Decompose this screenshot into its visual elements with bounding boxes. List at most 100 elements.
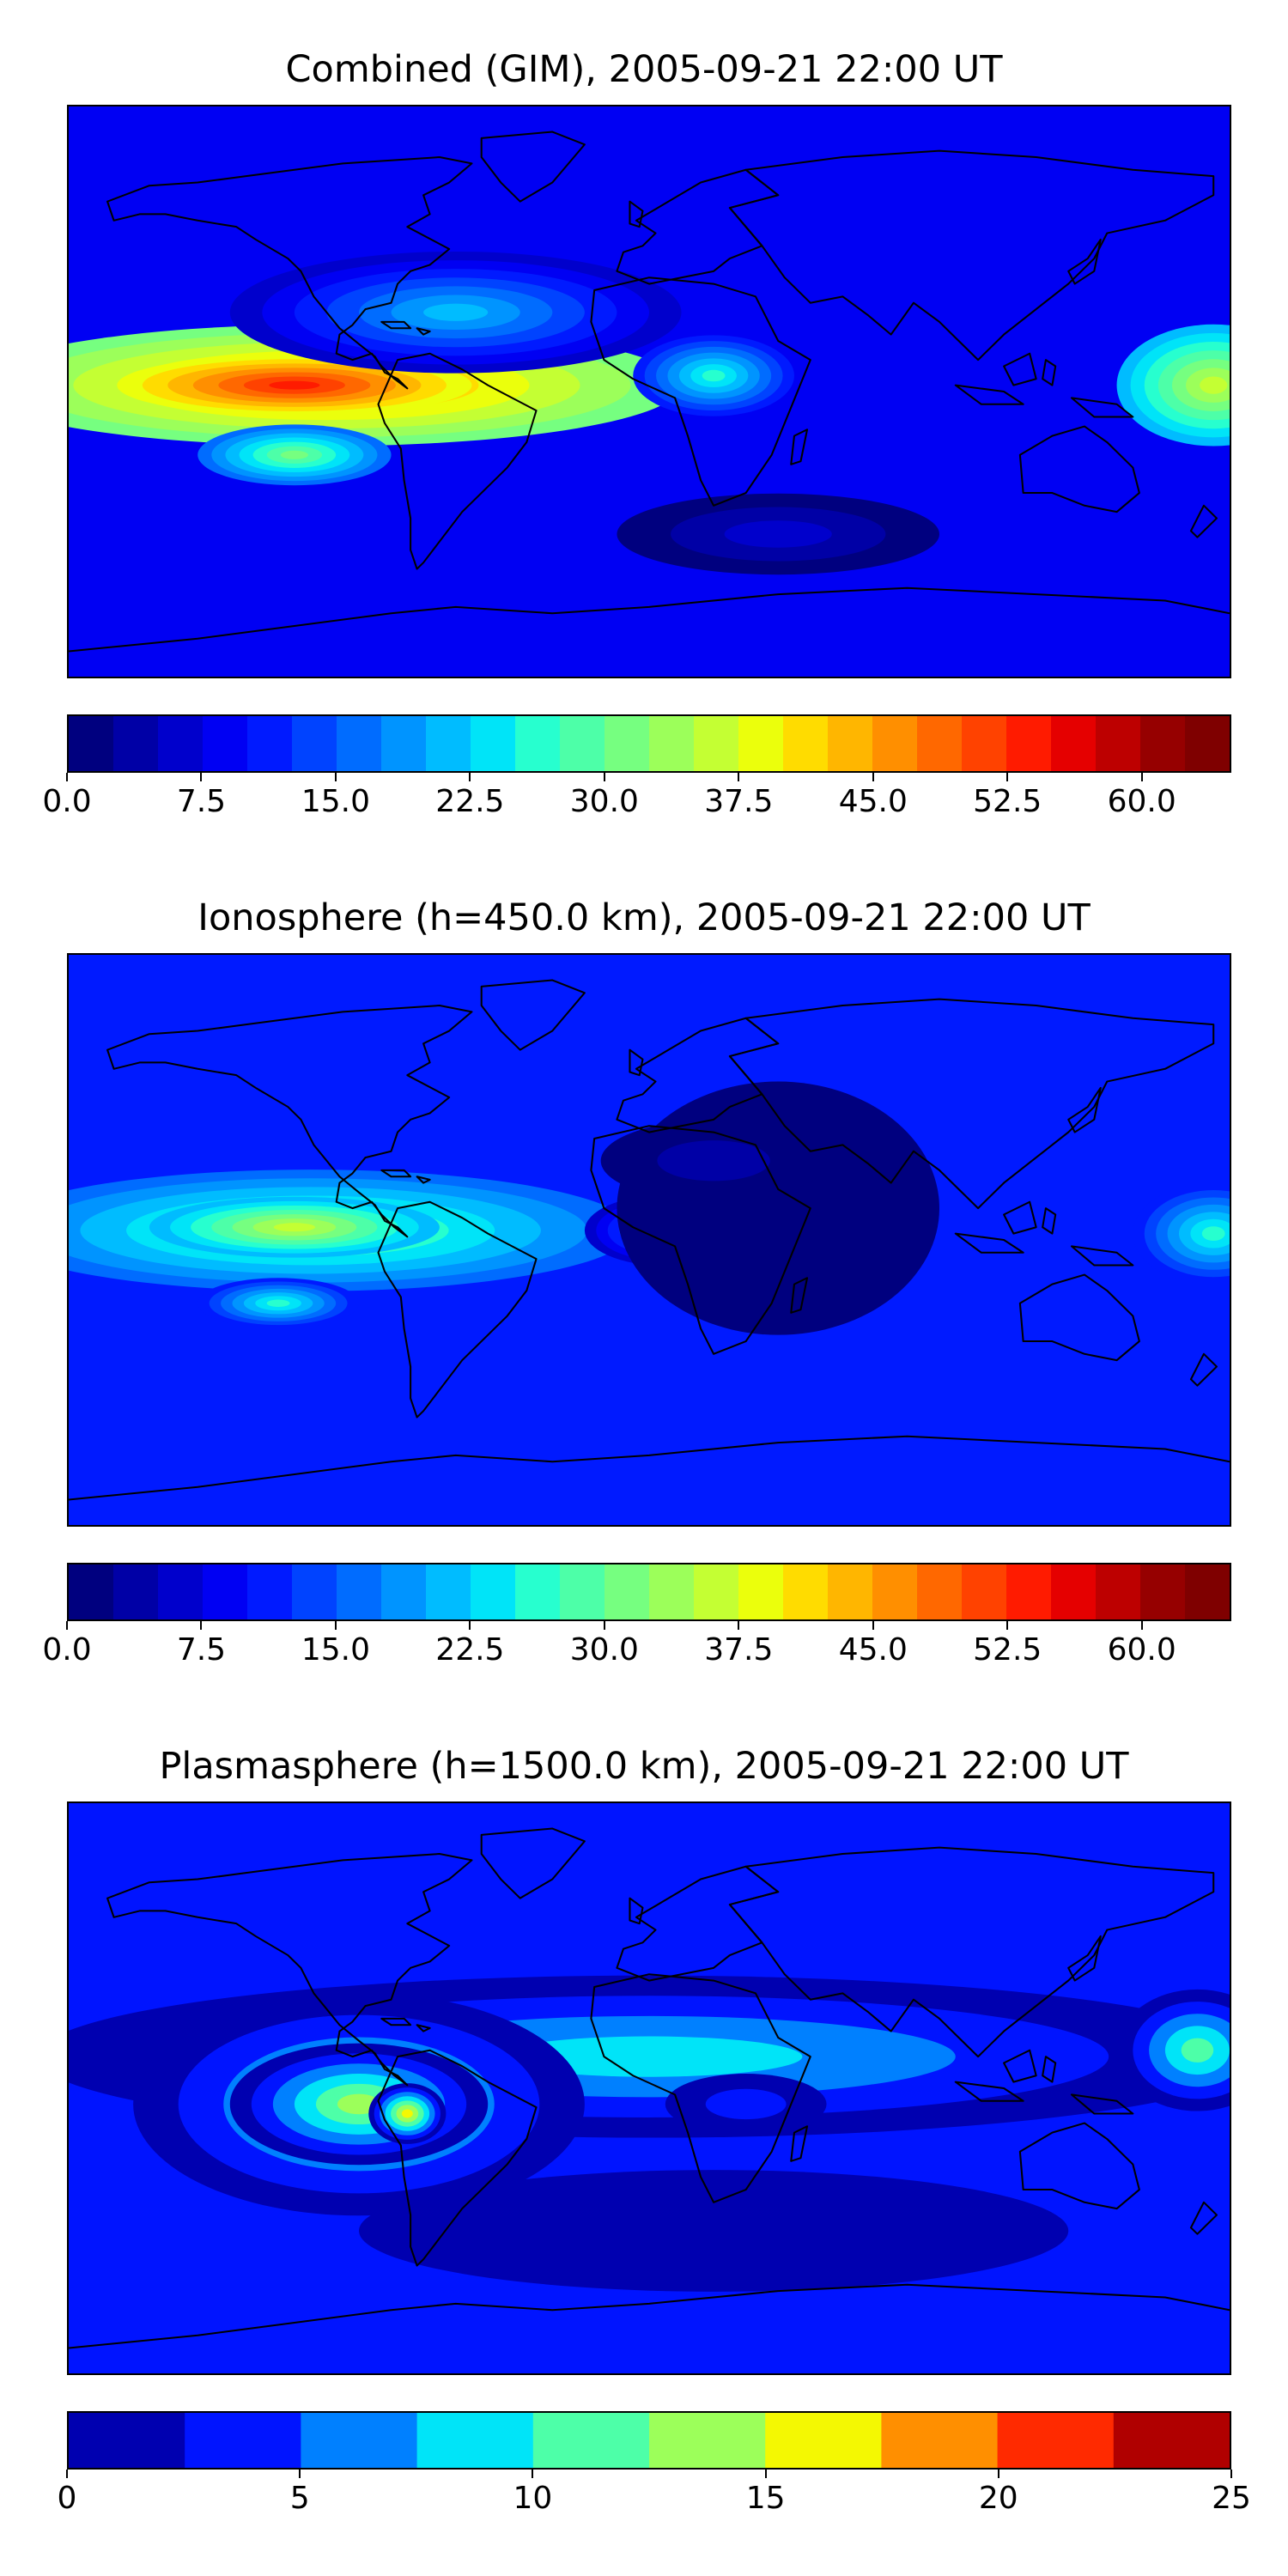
- tec-contour-level: [495, 2036, 803, 2077]
- colorbar-bin: [203, 1564, 248, 1619]
- colorbar-tick-label: 15.0: [301, 1632, 370, 1668]
- colorbar-tick-label: 25: [1212, 2481, 1251, 2516]
- colorbar-bin: [1006, 716, 1052, 771]
- colorbar-bin: [1096, 716, 1141, 771]
- colorbar-bin: [917, 1564, 963, 1619]
- colorbar-tick-mark: [66, 2470, 68, 2478]
- colorbar-tick-mark: [66, 1621, 68, 1630]
- colorbar-bin: [738, 716, 784, 771]
- map-plasmasphere: [67, 1801, 1231, 2375]
- colorbar-tick-mark: [738, 1621, 740, 1630]
- tec-map-ionosphere: [69, 955, 1230, 1525]
- colorbar-bin: [1185, 716, 1230, 771]
- colorbar-bin: [872, 1564, 918, 1619]
- colorbar-tick-label: 15.0: [301, 784, 370, 819]
- colorbar-bin: [605, 1564, 650, 1619]
- colorbar-tick-label: 10: [513, 2481, 553, 2516]
- tec-contour-level: [617, 1081, 939, 1335]
- colorbar-tick-label: 52.5: [973, 784, 1042, 819]
- colorbar-tick-label: 22.5: [435, 1632, 505, 1668]
- colorbar-tick-label: 20: [978, 2481, 1018, 2516]
- colorbar-bin: [292, 716, 337, 771]
- colorbar-bin: [337, 1564, 382, 1619]
- colorbar-bin: [69, 2413, 185, 2468]
- colorbar-bin: [158, 1564, 204, 1619]
- colorbar-bin: [113, 1564, 159, 1619]
- colorbar-ticks-plasmasphere: 0 5 10 15 20 25: [58, 2470, 1251, 2516]
- colorbar-bin: [649, 716, 695, 771]
- colorbar-tick-mark: [997, 2470, 999, 2478]
- tec-contour-level: [359, 2170, 1069, 2292]
- colorbar-bin: [783, 716, 829, 771]
- colorbar-swatches-plasmasphere: [69, 2413, 1230, 2468]
- colorbar-tick-mark: [872, 1621, 874, 1630]
- colorbar-bin: [416, 2413, 534, 2468]
- colorbar-tick-mark: [200, 773, 203, 781]
- tec-contour-level: [1181, 2038, 1214, 2063]
- colorbar-bin: [605, 716, 650, 771]
- colorbar-bin: [532, 2413, 650, 2468]
- colorbar-tick-mark: [299, 2470, 301, 2478]
- colorbar-bin: [203, 716, 248, 771]
- colorbar-bin: [1140, 1564, 1186, 1619]
- tec-contour-level: [269, 380, 320, 390]
- colorbar-tick-mark: [1006, 773, 1009, 781]
- colorbar-bin: [515, 1564, 561, 1619]
- colorbar-bin: [185, 2413, 302, 2468]
- colorbar-bin: [649, 1564, 695, 1619]
- tec-contour-level: [702, 369, 726, 382]
- colorbar-tick-label: 0.0: [42, 1632, 92, 1668]
- panel-title-combined: Combined (GIM), 2005-09-21 22:00 UT: [285, 48, 1003, 91]
- colorbar-tick-label: 7.5: [176, 784, 227, 819]
- colorbar-swatches-combined: [69, 716, 1230, 771]
- colorbar-plasmasphere: [67, 2411, 1231, 2470]
- tec-contour-level: [705, 2088, 787, 2120]
- colorbar-tick-mark: [1140, 773, 1143, 781]
- colorbar-bin: [1140, 716, 1186, 771]
- tec-contour-level: [1201, 1226, 1225, 1242]
- colorbar-bin: [694, 716, 739, 771]
- colorbar-tick-label: 30.0: [569, 1632, 639, 1668]
- colorbar-tick-mark: [872, 773, 874, 781]
- colorbar-bin: [1006, 1564, 1052, 1619]
- colorbar-bin: [827, 716, 873, 771]
- map-combined: [67, 105, 1231, 678]
- colorbar-bin: [560, 716, 605, 771]
- colorbar-bin: [426, 716, 471, 771]
- colorbar-tick-label: 7.5: [176, 1632, 227, 1668]
- tec-contour-level: [423, 303, 489, 321]
- colorbar-tick-label: 22.5: [435, 784, 505, 819]
- colorbar-bin: [738, 1564, 784, 1619]
- colorbar-bin: [113, 716, 159, 771]
- colorbar-tick-mark: [1006, 1621, 1009, 1630]
- colorbar-ionosphere: [67, 1563, 1231, 1621]
- tec-map-plasmasphere: [69, 1803, 1230, 2373]
- colorbar-tick-mark: [532, 2470, 534, 2478]
- tec-contours-ionosphere: [69, 1081, 1230, 1335]
- colorbar-ticks-ionosphere: 0.0 7.5 15.0 22.5 30.0 37.5 45.0 52.5 60.0: [42, 1621, 1231, 1668]
- colorbar-tick-label: 45.0: [838, 1632, 908, 1668]
- tec-contour-level: [273, 1223, 316, 1232]
- colorbar-tick-mark: [1230, 2470, 1232, 2478]
- colorbar-bin: [694, 1564, 739, 1619]
- colorbar-bin: [247, 1564, 293, 1619]
- colorbar-bin: [158, 716, 204, 771]
- colorbar-bin: [1096, 1564, 1141, 1619]
- colorbar-bin: [881, 2413, 999, 2468]
- colorbar-bin: [471, 1564, 516, 1619]
- tec-contour-level: [724, 520, 832, 548]
- colorbar-bin: [1051, 1564, 1097, 1619]
- colorbar-bin: [471, 716, 516, 771]
- colorbar-combined: [67, 714, 1231, 773]
- colorbar-bin: [765, 2413, 883, 2468]
- colorbar-tick-mark: [66, 773, 68, 781]
- colorbar-tick-label: 0: [57, 2481, 77, 2516]
- colorbar-tick-mark: [764, 2470, 767, 2478]
- tec-contour-level: [657, 1140, 770, 1182]
- colorbar-tick-label: 60.0: [1107, 784, 1176, 819]
- colorbar-tick-label: 37.5: [704, 784, 774, 819]
- tec-contours-combined: [69, 251, 1230, 575]
- colorbar-bin: [962, 716, 1007, 771]
- colorbar-bin: [1185, 1564, 1230, 1619]
- colorbar-bin: [69, 1564, 114, 1619]
